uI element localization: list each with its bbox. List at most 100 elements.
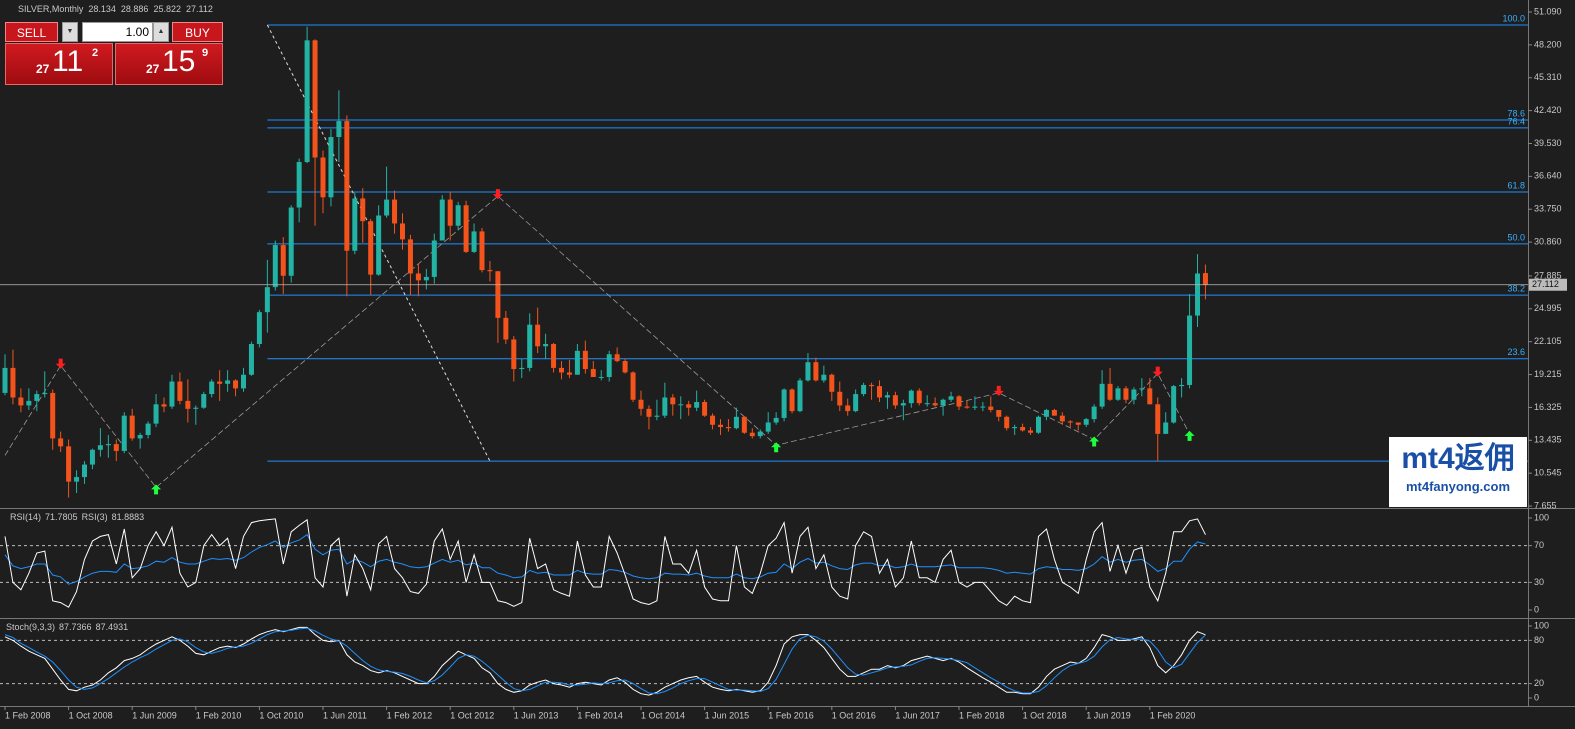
candle-body [1131,389,1137,400]
candle-body [423,276,429,281]
candle-body [1036,416,1041,433]
candle-body [725,427,731,429]
current-price-box [1529,278,1567,291]
y-tick-label: 20 [1534,678,1544,688]
panel-title: Stoch(9,3,3) [6,622,55,632]
candle-body [169,381,175,407]
candle-body [543,344,549,347]
candle-body [145,423,151,436]
candle-body [940,399,946,406]
lot-decrease[interactable]: ▼ [62,22,78,42]
candle-body [598,376,604,378]
x-tick-label: 1 Feb 2016 [768,710,814,720]
lot-increase[interactable]: ▲ [153,22,169,42]
candle-body [320,157,326,198]
ask-price[interactable]: 27 15 9 [115,43,223,85]
candle-body [479,231,485,271]
y-tick-label: 0 [1534,692,1539,702]
x-tick-label: 1 Oct 2008 [69,710,113,720]
candle-body [606,354,612,377]
candle-body [42,392,48,395]
candle-body [988,406,994,410]
series-name: RSI(14) [10,512,41,522]
y-tick-label: 39.530 [1534,138,1562,148]
candle-body [280,245,286,276]
candle-body [1115,388,1121,400]
candle-body [233,380,239,389]
candle-body [495,271,501,318]
candle-body [1004,416,1010,429]
candle-body [193,407,199,409]
candle-body [765,422,771,432]
y-tick-label: 48.200 [1534,39,1562,49]
candle-body [535,324,541,347]
candle-body [1163,422,1169,434]
candle-body [113,444,119,451]
buy-signal [151,484,162,495]
candle-body [248,344,254,375]
indicator-line [4,626,1206,696]
candle-body [877,386,882,398]
candle-body [34,394,40,401]
candle-body [670,397,676,405]
y-tick-label: 22.105 [1534,336,1562,346]
x-tick-label: 1 Oct 2010 [259,710,303,720]
y-tick-label: 27.885 [1534,270,1562,280]
candle-body [344,121,350,251]
y-tick-label: 24.995 [1534,303,1562,313]
candle-body [1028,430,1034,433]
candle-body [10,367,16,398]
candle-body [177,381,183,401]
candle-body [551,344,557,368]
lot-input[interactable]: 1.00 [82,22,153,42]
candle-body [527,324,533,368]
candle-body [137,435,143,439]
series-last-value: 71.7805 [45,512,78,522]
candle-body [654,415,660,417]
candle-body [845,405,851,412]
candle-body [686,404,692,408]
candle-body [1107,383,1113,400]
x-tick-label: 1 Jun 2013 [514,710,559,720]
candle-body [296,162,302,208]
candle-body [1179,384,1185,387]
symbol-title: SILVER,Monthly [18,4,84,14]
candle-body [217,381,223,384]
fib-label: 78.6 [1507,108,1525,118]
candle-body [1171,386,1177,423]
candle-body [511,339,517,370]
candle-body [209,381,215,395]
candle-body [741,416,747,433]
candle-body [1075,422,1081,425]
y-tick-label: 10.545 [1534,468,1562,478]
candle-body [272,245,278,288]
sell-button[interactable]: SELL [5,22,58,42]
buy-button[interactable]: BUY [172,22,223,42]
candle-body [678,404,684,406]
candle-body [121,415,127,451]
candle-body [718,424,723,428]
ask-big-figure: 27 [146,62,160,76]
candle-body [892,395,898,406]
bid-price[interactable]: 27 11 2 [5,43,113,85]
candle-body [368,221,374,275]
candle-body [384,199,390,216]
fib-label: 50.0 [1507,232,1525,242]
y-tick-label: 100 [1534,512,1549,522]
candle-body [582,350,588,370]
y-tick-label: 0 [1534,604,1539,614]
bid-pips: 11 [52,45,84,78]
ohlc-value: 28.886 [121,4,149,14]
series-last-value: 87.7366 [59,622,92,632]
fib-label: 23.6 [1507,347,1525,357]
candle-body [662,397,668,416]
x-tick-label: 1 Oct 2012 [450,710,494,720]
ohlc-value: 28.134 [88,4,116,14]
bid-fraction: 2 [92,47,99,59]
candle-body [66,446,72,482]
candle-body [1099,383,1105,407]
candle-body [646,408,652,417]
fib-trendline [266,24,491,462]
candle-body [574,350,580,375]
